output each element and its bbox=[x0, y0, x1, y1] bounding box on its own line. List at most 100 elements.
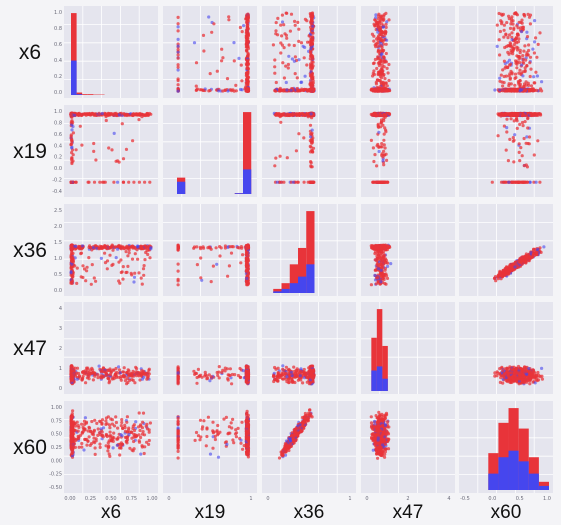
point-class-a bbox=[126, 264, 130, 268]
point-class-a bbox=[117, 260, 121, 264]
point-class-b bbox=[275, 180, 279, 184]
point-class-a bbox=[221, 89, 225, 93]
point-class-a bbox=[70, 279, 75, 283]
point-class-a bbox=[90, 112, 94, 116]
point-class-b bbox=[377, 130, 381, 134]
point-class-a bbox=[379, 44, 383, 48]
point-class-a bbox=[309, 84, 313, 88]
point-class-a bbox=[113, 245, 117, 249]
scatter-points bbox=[369, 11, 392, 93]
point-class-b bbox=[207, 15, 211, 19]
point-class-a bbox=[75, 266, 79, 270]
point-class-a bbox=[124, 147, 129, 151]
y-tick-label: 0.2 bbox=[54, 74, 62, 80]
point-class-a bbox=[534, 36, 538, 40]
point-class-a bbox=[139, 244, 143, 248]
point-class-a bbox=[94, 279, 98, 283]
point-class-a bbox=[284, 64, 288, 68]
point-class-a bbox=[144, 244, 148, 248]
point-class-b bbox=[242, 24, 246, 28]
point-class-a bbox=[69, 256, 73, 260]
point-class-a bbox=[375, 164, 379, 168]
point-class-a bbox=[212, 22, 216, 26]
y-tick-label: 1.0 bbox=[54, 109, 62, 115]
point-class-a bbox=[297, 132, 301, 136]
y-tick-label: 1.0 bbox=[54, 256, 62, 262]
point-class-a bbox=[512, 27, 516, 32]
point-class-a bbox=[246, 37, 250, 41]
point-class-a bbox=[245, 16, 249, 20]
point-class-b bbox=[376, 30, 380, 34]
panel-x19-vs-x6 bbox=[64, 105, 158, 197]
panel-x19-vs-x36 bbox=[262, 105, 356, 197]
point-class-a bbox=[373, 18, 377, 22]
point-class-a bbox=[380, 89, 384, 93]
point-class-a bbox=[512, 119, 516, 123]
point-class-a bbox=[518, 51, 522, 55]
point-class-a bbox=[376, 44, 380, 49]
point-class-a bbox=[533, 81, 537, 85]
point-class-a bbox=[139, 276, 143, 280]
point-class-a bbox=[293, 72, 297, 76]
point-class-a bbox=[303, 113, 307, 117]
point-class-a bbox=[524, 80, 528, 84]
point-class-b bbox=[239, 87, 243, 92]
point-class-a bbox=[500, 22, 504, 26]
point-class-a bbox=[117, 160, 121, 164]
point-class-b bbox=[114, 256, 118, 260]
point-class-a bbox=[372, 69, 376, 73]
point-class-b bbox=[285, 88, 289, 92]
y-tick-label: 0.0 bbox=[54, 90, 62, 96]
point-class-b bbox=[149, 247, 153, 251]
y-tick-label: 0.4 bbox=[54, 143, 62, 149]
point-class-a bbox=[245, 19, 249, 24]
point-class-a bbox=[529, 67, 533, 71]
y-tick-label: 0.4 bbox=[54, 58, 62, 64]
point-class-a bbox=[371, 74, 375, 78]
point-class-a bbox=[308, 123, 313, 127]
point-class-a bbox=[535, 55, 539, 59]
point-class-a bbox=[142, 264, 146, 268]
point-class-a bbox=[246, 46, 250, 51]
point-class-a bbox=[287, 43, 291, 47]
point-class-a bbox=[502, 74, 506, 79]
point-class-a bbox=[274, 156, 278, 160]
point-class-a bbox=[121, 157, 126, 161]
point-class-a bbox=[293, 112, 297, 116]
point-class-a bbox=[274, 113, 278, 117]
point-class-a bbox=[240, 79, 244, 83]
point-class-b bbox=[533, 40, 537, 44]
point-class-a bbox=[522, 136, 526, 141]
point-class-a bbox=[311, 76, 315, 80]
point-class-a bbox=[310, 149, 314, 153]
point-class-a bbox=[194, 84, 198, 88]
point-class-a bbox=[278, 89, 282, 93]
point-class-a bbox=[81, 264, 85, 268]
point-class-b bbox=[292, 59, 296, 63]
point-class-a bbox=[208, 88, 212, 93]
point-class-a bbox=[98, 244, 102, 248]
point-class-a bbox=[528, 55, 533, 59]
point-class-b bbox=[237, 56, 241, 61]
point-class-a bbox=[282, 46, 286, 50]
point-class-a bbox=[87, 245, 91, 249]
point-class-a bbox=[526, 12, 530, 16]
point-class-a bbox=[223, 88, 227, 92]
point-class-a bbox=[246, 13, 250, 17]
point-class-a bbox=[292, 43, 296, 48]
point-class-a bbox=[377, 34, 381, 38]
point-class-a bbox=[122, 247, 126, 251]
point-class-a bbox=[507, 88, 511, 92]
point-class-b bbox=[117, 113, 121, 117]
point-class-a bbox=[523, 89, 527, 93]
point-class-a bbox=[382, 138, 386, 142]
point-class-b bbox=[100, 111, 104, 116]
point-class-a bbox=[220, 47, 224, 51]
point-class-a bbox=[84, 279, 88, 283]
point-class-a bbox=[87, 256, 91, 260]
point-class-a bbox=[510, 49, 515, 53]
point-class-a bbox=[498, 79, 502, 83]
point-class-a bbox=[137, 271, 141, 275]
point-class-a bbox=[276, 16, 280, 20]
point-class-a bbox=[140, 282, 144, 286]
